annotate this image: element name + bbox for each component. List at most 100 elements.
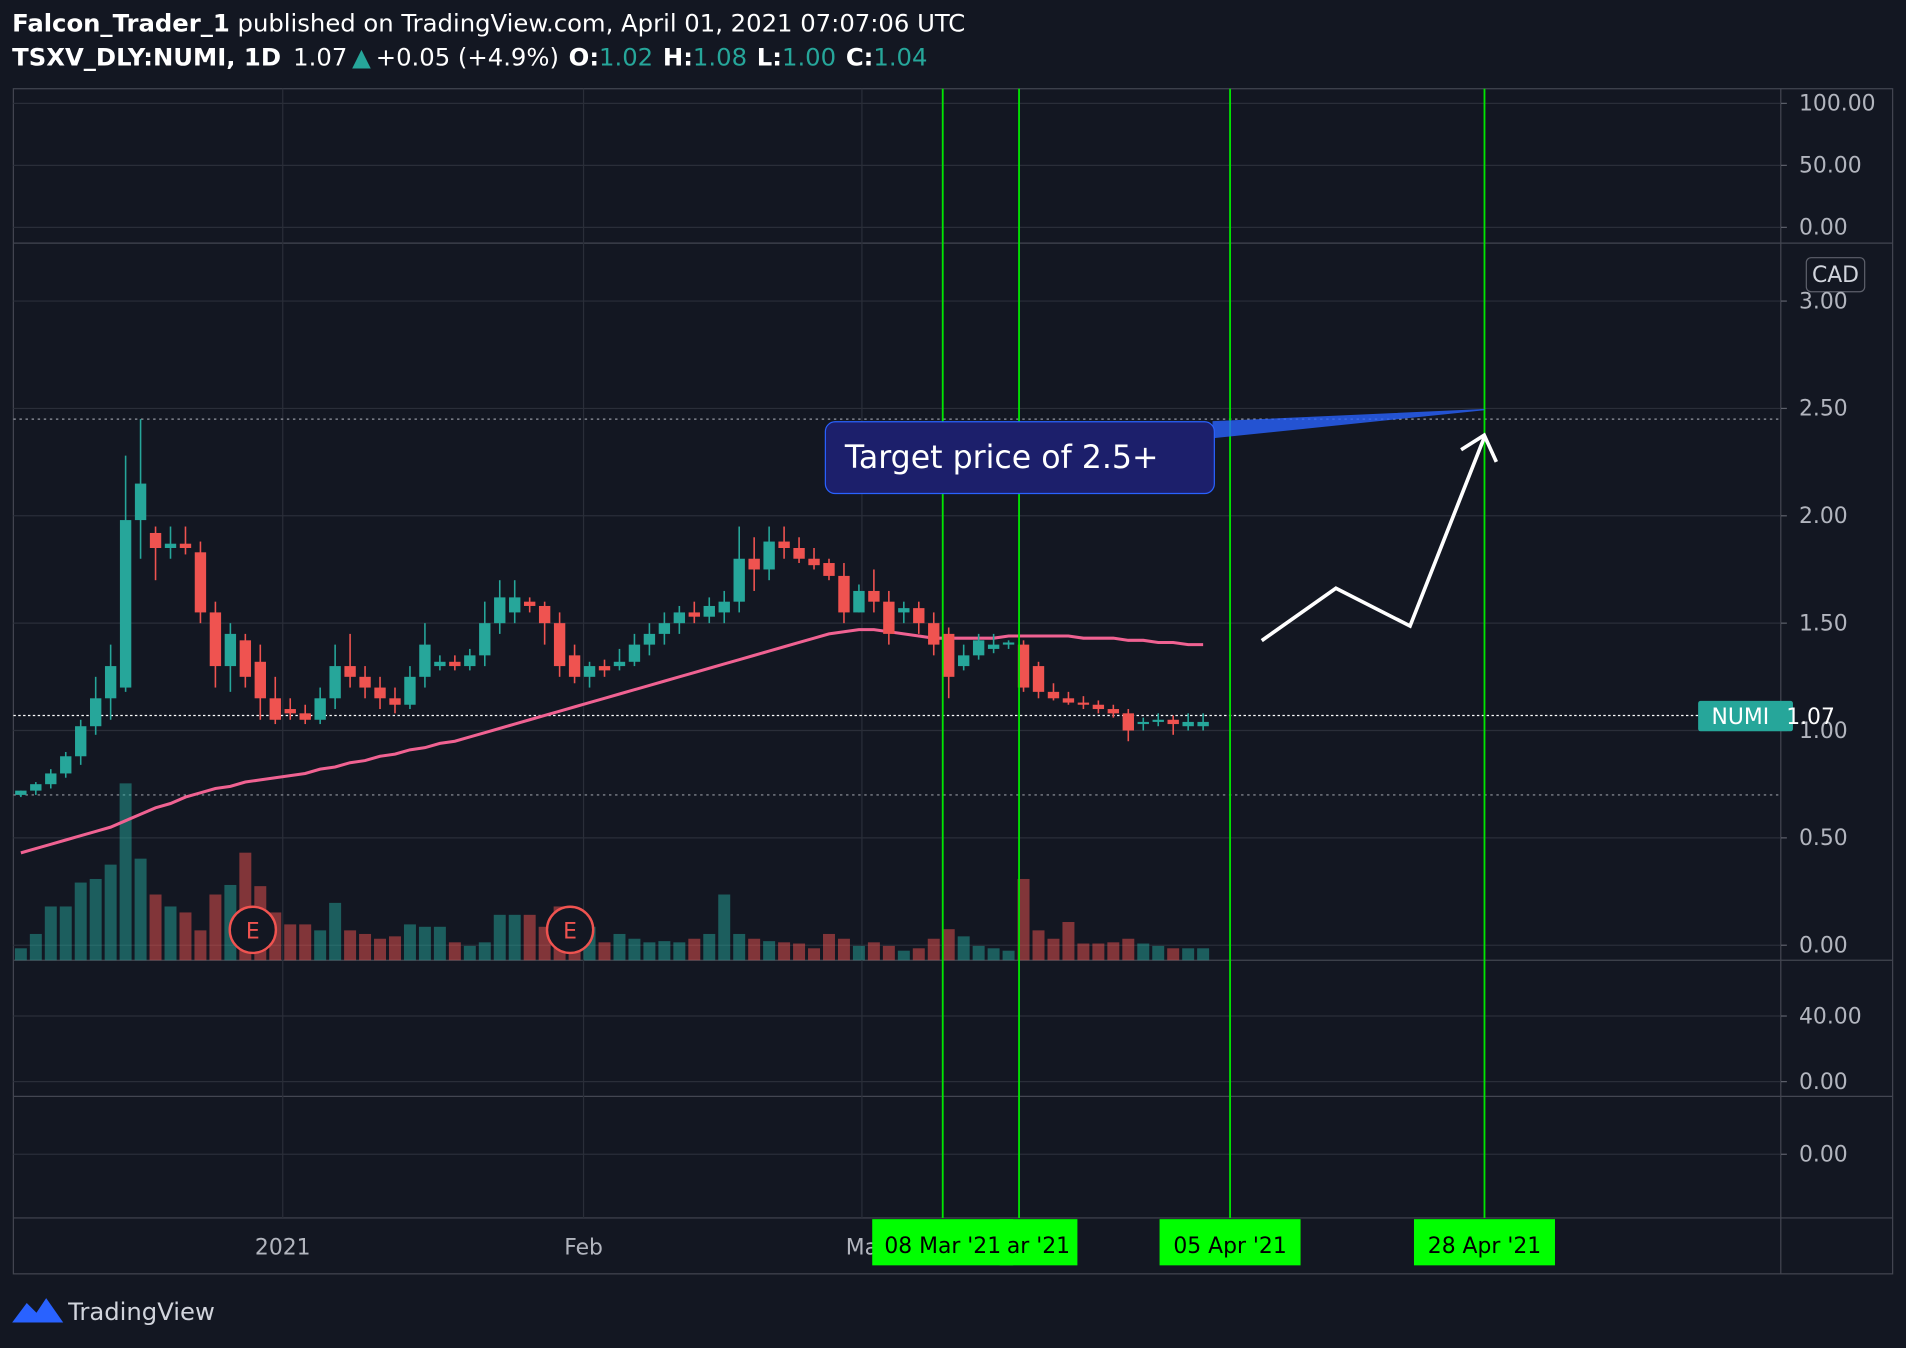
volume-bar <box>119 783 132 961</box>
candle-body <box>89 698 102 727</box>
y-tick-label: 100.00 <box>1799 92 1876 117</box>
y-tick-label: 0.00 <box>1799 216 1848 241</box>
volume-bar <box>1017 878 1030 961</box>
header-change: +0.05 (+4.9%) <box>376 43 559 72</box>
candle-body <box>1017 644 1030 688</box>
candle-body <box>15 790 27 795</box>
volume-bar <box>149 894 162 961</box>
candle-body <box>419 644 431 677</box>
candle-body <box>987 644 1000 649</box>
earnings-label: E <box>563 919 577 944</box>
volume-bar <box>598 942 611 961</box>
volume-bar <box>538 926 551 961</box>
candle-body <box>643 633 656 645</box>
candle-body <box>209 612 222 667</box>
candle-body <box>299 713 311 720</box>
volume-bar <box>778 942 791 961</box>
x-tick-label: 2021 <box>255 1235 311 1260</box>
volume-bar <box>972 945 985 961</box>
last-price: 1.07 <box>1786 705 1835 730</box>
volume-bar <box>867 942 880 961</box>
volume-bar <box>1167 948 1180 961</box>
date-label: 05 Apr '21 <box>1173 1234 1286 1259</box>
currency-box[interactable] <box>1805 257 1866 293</box>
date-label-box <box>999 1219 1078 1266</box>
candle-body <box>224 633 237 667</box>
volume-bar <box>763 941 776 961</box>
chart-frame <box>12 88 1894 1275</box>
volume-bar <box>1002 950 1015 961</box>
annotation-box <box>824 421 1215 495</box>
candle-body <box>269 698 281 720</box>
candle-body <box>568 655 581 677</box>
volume-bar <box>852 945 865 961</box>
candle-body <box>1002 642 1015 645</box>
volume-bar <box>403 924 416 961</box>
candle-body <box>928 623 940 645</box>
volume-bar <box>897 950 910 961</box>
y-tick-label: 40.00 <box>1799 1004 1862 1029</box>
volume-bar <box>299 924 312 961</box>
volume-bar <box>1047 938 1060 961</box>
volume-bar <box>508 914 521 961</box>
candle-body <box>808 558 820 566</box>
candle-body <box>793 547 805 559</box>
ohlc-value: 1.02 <box>599 43 653 72</box>
moving-average <box>20 628 1204 855</box>
candle-body <box>75 726 87 757</box>
volume-bar <box>987 948 1000 961</box>
candle-body <box>164 543 177 548</box>
volume-bar <box>89 878 102 961</box>
earnings-marker <box>545 905 595 955</box>
volume-bar <box>837 938 850 961</box>
volume-bar <box>164 906 177 961</box>
candle-body <box>254 661 266 699</box>
candle-body <box>868 590 880 602</box>
candle-body <box>853 590 865 613</box>
volume-bar <box>194 930 207 961</box>
volume-bar <box>703 933 716 961</box>
volume-bar <box>44 906 57 961</box>
volume-bar <box>628 938 641 961</box>
date-label-box <box>872 1219 1014 1266</box>
footer: TradingView <box>12 1297 215 1326</box>
volume-bar <box>493 914 506 961</box>
candle-body <box>344 666 356 677</box>
candle-body <box>1197 721 1209 727</box>
volume-bar <box>688 938 701 961</box>
candle-body <box>479 623 491 656</box>
y-tick-label: 50.00 <box>1799 154 1862 179</box>
date-label: 08 Mar '21 <box>884 1234 1001 1259</box>
candle-body <box>583 666 596 677</box>
ohlc-label: O: <box>569 43 599 72</box>
candle-body <box>613 661 626 667</box>
volume-bar <box>823 933 835 961</box>
candle-body <box>718 601 730 613</box>
y-tick-label: 0.00 <box>1799 1143 1848 1168</box>
drawn-arrow <box>1260 436 1486 643</box>
candle-body <box>464 655 476 667</box>
volume-bar <box>239 852 252 961</box>
volume-bar <box>658 941 671 961</box>
volume-bar <box>74 882 87 961</box>
volume-bar <box>1077 943 1090 961</box>
candle-body <box>523 601 536 606</box>
candle-body <box>374 687 386 699</box>
candle-body <box>1137 721 1149 725</box>
volume-bar <box>1062 922 1075 961</box>
y-tick-label: 0.50 <box>1799 826 1848 851</box>
candle-body <box>239 640 252 677</box>
volume-bar <box>808 948 821 961</box>
volume-bar <box>14 948 27 961</box>
brand: TradingView <box>67 1297 215 1326</box>
date-label: ar '21 <box>1007 1234 1070 1259</box>
symbol: TSXV_DLY:NUMI, 1D <box>12 43 281 72</box>
volume-bar <box>733 933 746 961</box>
candle-body <box>30 784 42 791</box>
candle-body <box>149 532 162 548</box>
volume-bar <box>29 933 42 961</box>
candle-body <box>45 773 57 785</box>
volume-bar <box>882 945 895 961</box>
candle-body <box>553 623 566 667</box>
